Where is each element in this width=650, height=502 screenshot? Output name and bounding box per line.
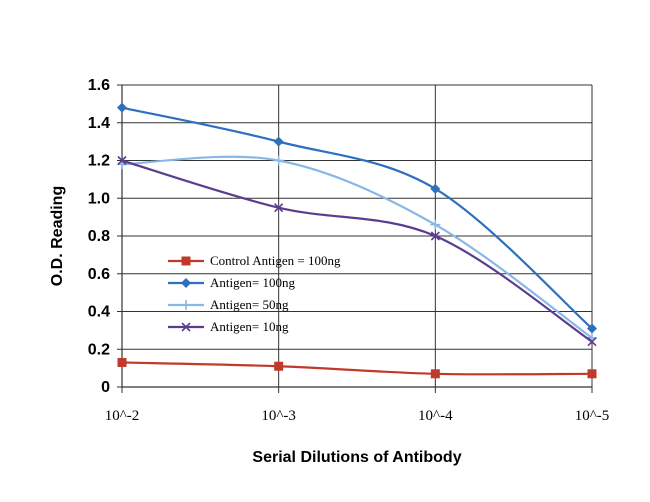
y-tick-label: 1.6 — [88, 77, 110, 94]
data-point — [587, 323, 597, 334]
y-tick-label: 0.2 — [88, 341, 110, 358]
legend-label: Antigen= 50ng — [210, 297, 289, 312]
data-point — [430, 369, 440, 379]
x-axis-title: Serial Dilutions of Antibody — [252, 449, 461, 466]
x-tick-labels: 10^-2 10^-3 10^-4 10^-5 — [105, 408, 610, 424]
legend-label: Antigen= 100ng — [210, 275, 295, 290]
data-point — [587, 369, 597, 379]
data-point — [273, 136, 284, 147]
legend-marker — [181, 278, 191, 288]
legend-marker — [181, 256, 191, 266]
series-line — [121, 159, 593, 343]
x-mark-b — [117, 155, 127, 166]
data-point — [117, 155, 127, 166]
axes — [117, 84, 593, 393]
data-point — [430, 183, 441, 194]
x-tick-label: 10^-5 — [575, 408, 610, 424]
data-point — [117, 102, 127, 113]
y-tick-label: 0.6 — [88, 266, 110, 283]
legend-entry: Antigen= 10ng — [168, 319, 289, 334]
series-line — [121, 361, 593, 376]
data-point — [430, 231, 440, 241]
data-point — [274, 361, 284, 371]
data-point — [274, 203, 284, 213]
y-tick-label: 0 — [101, 379, 110, 396]
y-tick-label: 0.8 — [88, 228, 110, 245]
legend-entry: Control Antigen = 100ng — [168, 253, 341, 268]
data-point — [430, 219, 441, 230]
series-line — [121, 155, 593, 339]
legend-entry: Antigen= 100ng — [168, 275, 295, 290]
series-3 — [117, 155, 597, 347]
legend-marker — [181, 322, 191, 332]
y-tick-labels: 0 0.2 0.4 0.6 0.8 1.0 1.2 1.4 1.6 — [88, 77, 110, 396]
y-tick-label: 1.4 — [88, 115, 110, 132]
legend-label: Antigen= 10ng — [210, 319, 289, 334]
y-tick-label: 1.2 — [88, 153, 110, 170]
data-point — [273, 155, 284, 166]
x-tick-label: 10^-2 — [105, 408, 140, 424]
x-mark-b — [430, 231, 440, 241]
series-group — [117, 102, 597, 379]
x-tick-label: 10^-3 — [261, 408, 296, 424]
data-point — [587, 337, 597, 347]
data-point — [117, 357, 127, 367]
x-mark-b — [274, 203, 284, 213]
x-mark-b — [587, 337, 597, 347]
series-line — [121, 106, 593, 330]
x-mark-b — [181, 322, 191, 332]
legend-label: Control Antigen = 100ng — [210, 253, 341, 268]
series-1 — [117, 102, 597, 334]
series-0 — [117, 357, 597, 379]
legend-entry: Antigen= 50ng — [168, 297, 289, 312]
x-tick-label: 10^-4 — [418, 408, 453, 424]
y-tick-label: 0.4 — [88, 304, 110, 321]
y-axis-title: O.D. Reading — [49, 186, 66, 286]
y-tick-label: 1.0 — [88, 190, 110, 207]
legend: Control Antigen = 100ng Antigen= 100ng Ant… — [168, 253, 341, 334]
legend-marker — [181, 300, 191, 310]
